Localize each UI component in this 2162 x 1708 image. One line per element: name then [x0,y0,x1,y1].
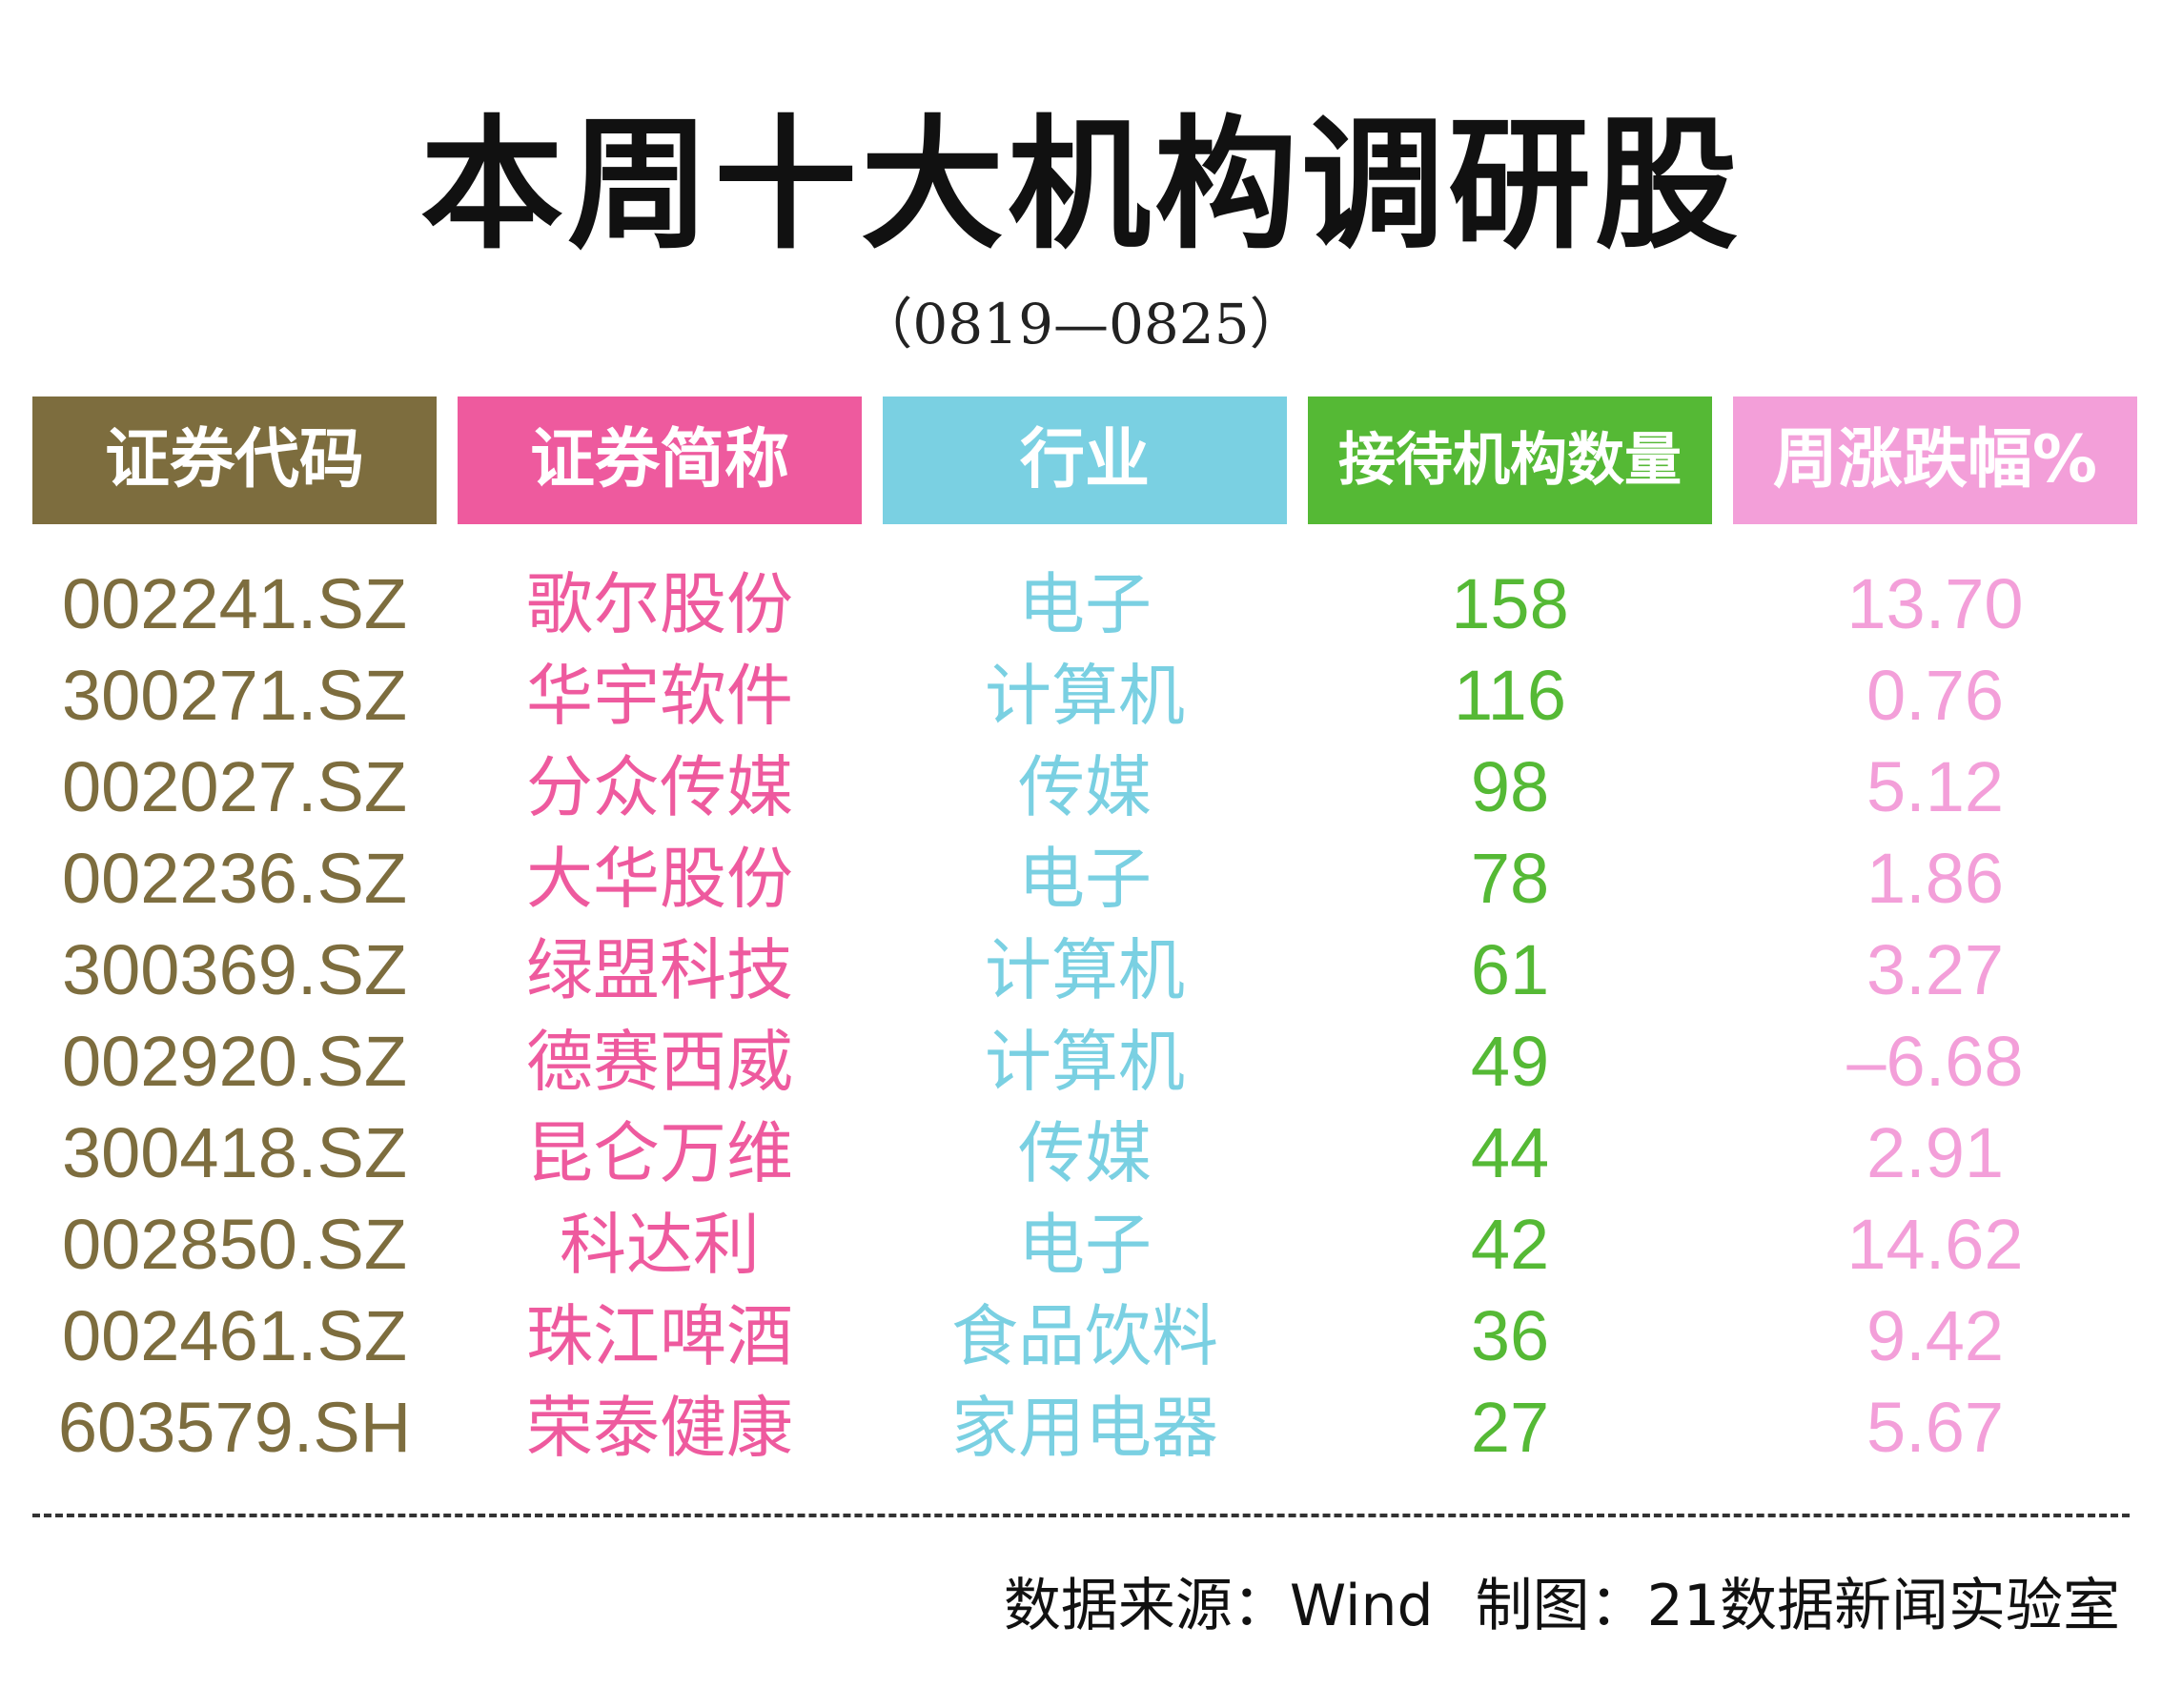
table-row: 002241.SZ 歌尔股份 电子 158 13.70 [32,559,2130,650]
institution-count: 49 [1470,1022,1550,1101]
security-name: 歌尔股份 [526,565,793,643]
table-row: 002461.SZ 珠江啤酒 食品饮料 36 9.42 [32,1291,2130,1382]
dashed-divider [32,1514,2130,1517]
institution-count: 44 [1470,1113,1550,1192]
table-row: 300271.SZ 华宇软件 计算机 116 0.76 [32,650,2130,742]
institution-count: 42 [1470,1205,1550,1284]
security-name: 大华股份 [526,840,793,918]
weekly-change: –6.68 [1846,1022,2024,1101]
table-row: 002236.SZ 大华股份 电子 78 1.86 [32,833,2130,925]
security-code: 603579.SH [57,1388,412,1467]
institution-count: 98 [1470,747,1550,826]
table-row: 002850.SZ 科达利 电子 42 14.62 [32,1199,2130,1291]
industry: 传媒 [1018,748,1152,826]
header-industry: 行业 [883,396,1287,524]
weekly-change: 1.86 [1866,839,2005,918]
research-table: 证券代码 证券简称 行业 接待机构数量 周涨跌幅% 002241.SZ 歌尔股份 电子 158… [32,396,2137,1467]
security-name: 华宇软件 [526,657,793,735]
industry: 计算机 [985,1023,1185,1101]
weekly-change: 14.62 [1846,1205,2024,1284]
weekly-change: 0.76 [1866,656,2005,735]
weekly-change: 5.12 [1866,747,2005,826]
institution-count: 78 [1470,839,1550,918]
security-code: 002461.SZ [61,1296,408,1375]
chart-title: 本周十大机构调研股 [419,103,1742,269]
weekly-change: 5.67 [1866,1388,2005,1467]
table-body: 002241.SZ 歌尔股份 电子 158 13.70 300271.SZ 华宇软件 计算机 1… [32,559,2130,1474]
table-header: 证券代码 证券简称 行业 接待机构数量 周涨跌幅% [32,396,2137,524]
security-code: 002241.SZ [61,564,408,643]
security-name: 荣泰健康 [526,1389,793,1467]
security-code: 300369.SZ [61,930,408,1009]
header-security-name: 证券简称 [458,396,862,524]
industry: 计算机 [985,657,1185,735]
weekly-change: 13.70 [1846,564,2024,643]
weekly-change: 9.42 [1866,1296,2005,1375]
weekly-change: 3.27 [1866,930,2005,1009]
security-name: 昆仑万维 [526,1114,793,1192]
security-code: 300271.SZ [61,656,408,735]
security-code: 002920.SZ [61,1022,408,1101]
industry: 电子 [1018,1206,1152,1284]
security-name: 德赛西威 [526,1023,793,1101]
institution-count: 61 [1470,930,1550,1009]
header-weekly-change: 周涨跌幅% [1733,396,2137,524]
data-source: 数据来源：Wind [1003,1573,1434,1639]
security-code: 002027.SZ [61,747,408,826]
security-code: 002850.SZ [61,1205,408,1284]
security-name: 分众传媒 [526,748,793,826]
footer: 数据来源：Wind 制图：21数据新闻实验室 [1004,1563,2120,1649]
institution-count: 27 [1470,1388,1550,1467]
table-row: 603579.SH 荣泰健康 家用电器 27 5.67 [32,1382,2130,1474]
industry: 电子 [1018,565,1152,643]
table-row: 300418.SZ 昆仑万维 传媒 44 2.91 [32,1108,2130,1199]
industry: 传媒 [1018,1114,1152,1192]
header-security-code: 证券代码 [32,396,437,524]
industry: 电子 [1018,840,1152,918]
industry: 食品饮料 [951,1297,1218,1375]
weekly-change: 2.91 [1866,1113,2005,1192]
industry: 计算机 [985,931,1185,1009]
table-row: 300369.SZ 绿盟科技 计算机 61 3.27 [32,925,2130,1016]
chart-credit: 制图：21数据新闻实验室 [1475,1573,2120,1639]
security-code: 300418.SZ [61,1113,408,1192]
security-code: 002236.SZ [61,839,408,918]
institution-count: 158 [1451,564,1569,643]
security-name: 科达利 [560,1206,760,1284]
security-name: 珠江啤酒 [526,1297,793,1375]
security-name: 绿盟科技 [526,931,793,1009]
date-range: （0819—0825） [857,292,1305,356]
institution-count: 36 [1470,1296,1550,1375]
table-row: 002920.SZ 德赛西威 计算机 49 –6.68 [32,1016,2130,1108]
industry: 家用电器 [951,1389,1218,1467]
institution-count: 116 [1454,656,1566,735]
table-row: 002027.SZ 分众传媒 传媒 98 5.12 [32,742,2130,833]
header-institution-count: 接待机构数量 [1308,396,1712,524]
